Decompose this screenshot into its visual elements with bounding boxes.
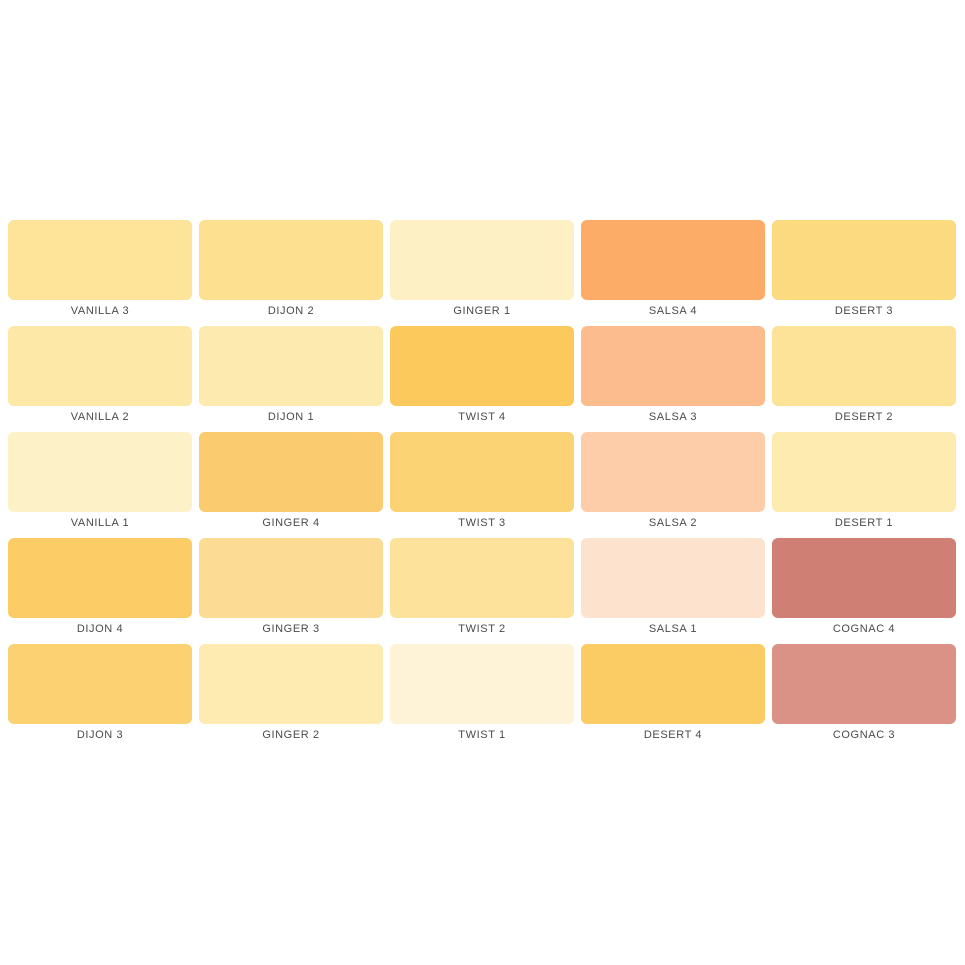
color-swatch[interactable] — [8, 326, 192, 406]
color-swatch[interactable] — [772, 538, 956, 618]
swatch-label: VANILLA 3 — [70, 305, 130, 317]
swatch-cell: VANILLA 3 — [8, 220, 192, 326]
color-swatch[interactable] — [8, 432, 192, 512]
swatch-label: GINGER 3 — [262, 623, 320, 635]
color-swatch[interactable] — [390, 220, 574, 300]
swatch-label: GINGER 2 — [262, 729, 320, 741]
color-swatch[interactable] — [581, 326, 765, 406]
swatch-cell: SALSA 4 — [581, 220, 765, 326]
swatch-label: TWIST 4 — [458, 411, 506, 423]
swatch-cell: COGNAC 3 — [772, 644, 956, 750]
color-swatch[interactable] — [199, 538, 383, 618]
swatch-label: SALSA 4 — [648, 305, 698, 317]
swatch-label: DIJON 4 — [76, 623, 124, 635]
swatch-cell: SALSA 2 — [581, 432, 765, 538]
swatch-label: DIJON 3 — [76, 729, 124, 741]
swatch-cell: DESERT 3 — [772, 220, 956, 326]
color-swatch[interactable] — [8, 644, 192, 724]
swatch-cell: GINGER 4 — [199, 432, 383, 538]
swatch-cell: TWIST 4 — [390, 326, 574, 432]
color-swatch[interactable] — [772, 644, 956, 724]
swatch-cell: SALSA 3 — [581, 326, 765, 432]
swatch-cell: GINGER 2 — [199, 644, 383, 750]
swatch-cell: GINGER 3 — [199, 538, 383, 644]
color-swatch[interactable] — [581, 432, 765, 512]
swatch-label: SALSA 2 — [648, 517, 698, 529]
color-swatch[interactable] — [199, 432, 383, 512]
color-swatch[interactable] — [199, 326, 383, 406]
color-swatch[interactable] — [8, 538, 192, 618]
swatch-label: COGNAC 3 — [832, 729, 896, 741]
swatch-cell: COGNAC 4 — [772, 538, 956, 644]
swatch-label: DESERT 3 — [834, 305, 894, 317]
swatch-cell: DESERT 2 — [772, 326, 956, 432]
swatch-cell: VANILLA 2 — [8, 326, 192, 432]
swatch-label: SALSA 1 — [648, 623, 698, 635]
swatch-label: TWIST 3 — [458, 517, 506, 529]
swatch-cell: TWIST 1 — [390, 644, 574, 750]
swatch-label: DIJON 2 — [267, 305, 315, 317]
swatch-label: GINGER 4 — [262, 517, 320, 529]
color-swatch[interactable] — [581, 538, 765, 618]
color-swatch[interactable] — [390, 432, 574, 512]
swatch-cell: DESERT 4 — [581, 644, 765, 750]
color-swatch[interactable] — [199, 220, 383, 300]
swatch-cell: DIJON 4 — [8, 538, 192, 644]
swatch-label: DESERT 2 — [834, 411, 894, 423]
color-swatch[interactable] — [772, 432, 956, 512]
swatch-label: DESERT 1 — [834, 517, 894, 529]
swatch-cell: SALSA 1 — [581, 538, 765, 644]
swatch-cell: TWIST 2 — [390, 538, 574, 644]
color-swatch[interactable] — [581, 220, 765, 300]
swatch-cell: GINGER 1 — [390, 220, 574, 326]
swatch-cell: TWIST 3 — [390, 432, 574, 538]
swatch-label: DESERT 4 — [643, 729, 703, 741]
color-swatch[interactable] — [390, 326, 574, 406]
color-swatch[interactable] — [8, 220, 192, 300]
swatch-label: TWIST 1 — [458, 729, 506, 741]
swatch-cell: DIJON 1 — [199, 326, 383, 432]
swatch-label: VANILLA 1 — [70, 517, 130, 529]
swatch-label: GINGER 1 — [453, 305, 511, 317]
color-swatch[interactable] — [199, 644, 383, 724]
swatch-cell: VANILLA 1 — [8, 432, 192, 538]
swatch-label: COGNAC 4 — [832, 623, 896, 635]
swatch-label: VANILLA 2 — [70, 411, 130, 423]
swatch-cell: DESERT 1 — [772, 432, 956, 538]
color-swatch[interactable] — [390, 538, 574, 618]
swatch-cell: DIJON 2 — [199, 220, 383, 326]
color-swatch[interactable] — [772, 220, 956, 300]
swatch-cell: DIJON 3 — [8, 644, 192, 750]
swatch-label: DIJON 1 — [267, 411, 315, 423]
swatch-label: SALSA 3 — [648, 411, 698, 423]
color-swatch[interactable] — [390, 644, 574, 724]
swatch-label: TWIST 2 — [458, 623, 506, 635]
color-swatch[interactable] — [772, 326, 956, 406]
color-swatch[interactable] — [581, 644, 765, 724]
color-palette-grid: VANILLA 3 DIJON 2 GINGER 1 SALSA 4 DESERT 3 V… — [0, 220, 965, 750]
